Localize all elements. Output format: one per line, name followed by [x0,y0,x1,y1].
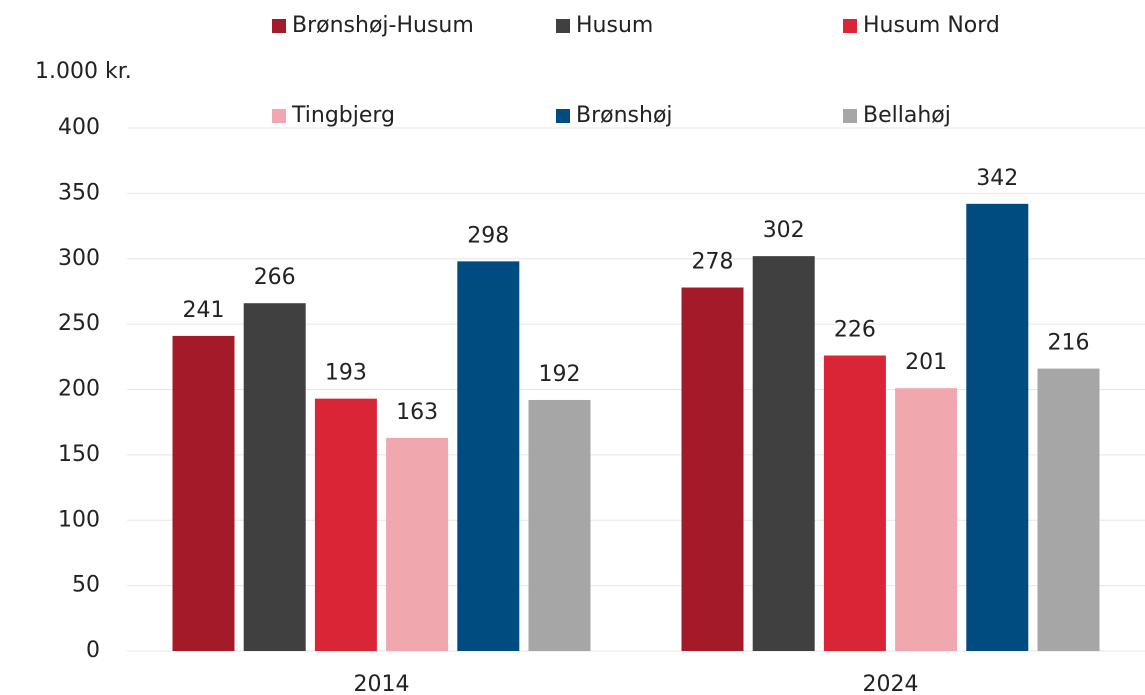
bar [457,261,520,651]
value-label: 226 [834,318,876,343]
bar [966,203,1029,651]
y-tick-label: 100 [58,507,100,532]
bar [243,303,306,651]
value-label: 302 [763,218,805,243]
bar [895,388,958,651]
legend-label: Husum Nord [863,13,1000,38]
legend-swatch [556,19,570,33]
legend-swatch [556,109,570,123]
legend-swatch [843,109,857,123]
legend-swatch [272,109,286,123]
value-label: 193 [325,361,367,386]
value-label: 241 [183,298,225,323]
legend-label: Tingbjerg [291,103,395,128]
bar [314,398,377,651]
y-tick-label: 200 [58,377,100,402]
legend-label: Bellahøj [863,103,951,128]
value-label: 266 [254,265,296,290]
y-tick-label: 300 [58,246,100,271]
bar [823,355,886,651]
value-label: 278 [692,250,734,275]
bar [752,256,815,651]
y-tick-label: 400 [58,115,100,140]
legend-swatch [272,19,286,33]
value-label: 216 [1048,331,1090,356]
x-tick-label: 2014 [354,672,410,695]
bar [528,399,591,651]
value-label: 163 [396,400,438,425]
value-label: 192 [539,362,581,387]
bar [1037,368,1100,651]
bar [172,335,235,651]
legend-swatch [843,19,857,33]
y-tick-label: 50 [72,573,100,598]
bar [386,437,449,651]
y-tick-label: 350 [58,180,100,205]
y-tick-label: 250 [58,311,100,336]
bar [681,287,744,651]
legend-label: Brønshøj [576,103,673,128]
y-axis-label: 1.000 kr. [35,59,132,84]
x-tick-label: 2024 [863,672,919,695]
legend-label: Brønshøj-Husum [292,13,474,38]
value-label: 201 [905,350,947,375]
value-label: 298 [467,223,509,248]
legend-label: Husum [576,13,653,38]
y-tick-label: 0 [86,638,100,663]
value-label: 342 [976,166,1018,191]
y-tick-label: 150 [58,442,100,467]
